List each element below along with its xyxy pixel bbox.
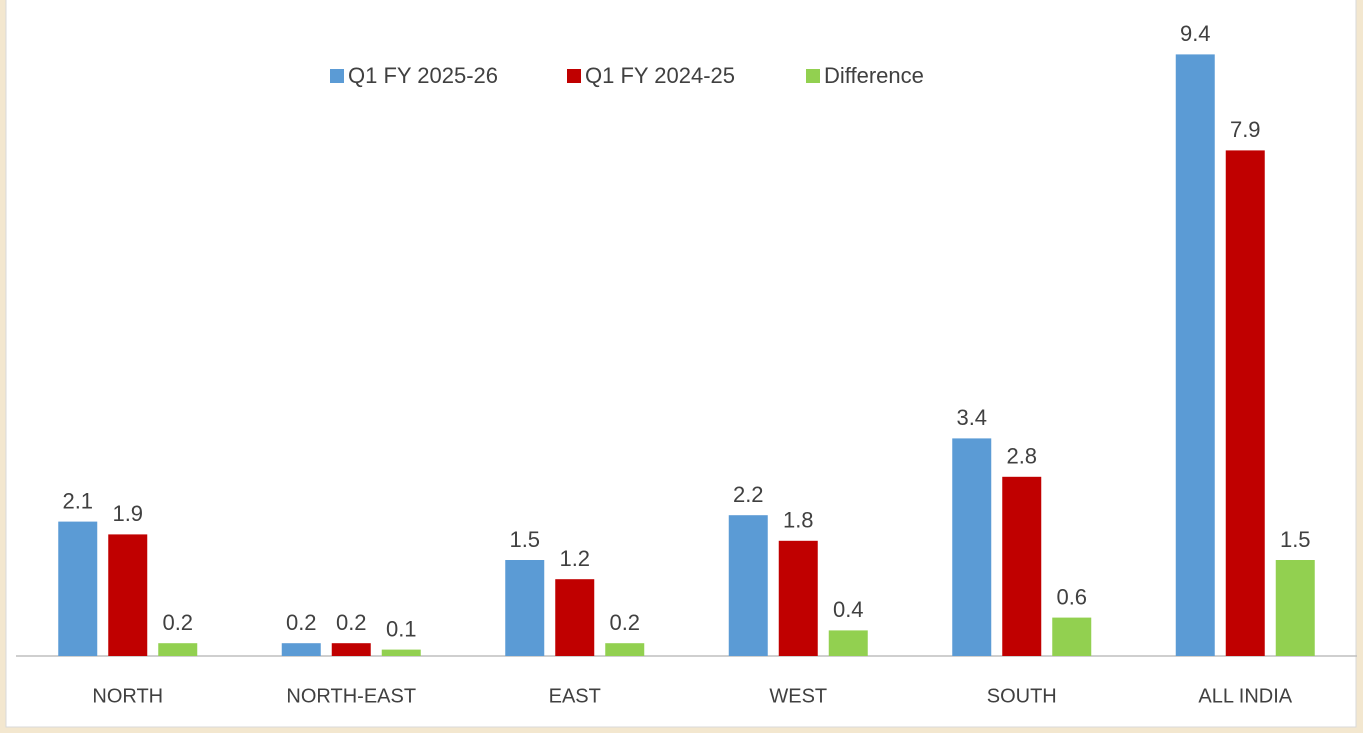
bar [108, 534, 148, 656]
legend-swatch [567, 69, 581, 83]
bar [158, 643, 198, 656]
data-label: 1.9 [112, 501, 143, 526]
bar [331, 643, 371, 656]
data-label: 7.9 [1230, 117, 1261, 142]
bar [381, 649, 421, 656]
x-tick-label: SOUTH [987, 685, 1057, 707]
data-label: 2.1 [62, 488, 93, 513]
bar [1002, 476, 1042, 656]
bar [58, 521, 98, 656]
x-tick-label: NORTH [92, 685, 163, 707]
x-tick-label: NORTH-EAST [286, 685, 416, 707]
data-label: 0.4 [833, 597, 864, 622]
data-label: 1.2 [559, 546, 590, 571]
legend-label: Q1 FY 2024-25 [585, 63, 735, 88]
bar [828, 630, 868, 656]
x-tick-label: EAST [549, 685, 601, 707]
bar [1275, 560, 1315, 656]
bar [1175, 54, 1215, 656]
bar [505, 560, 545, 656]
legend-label: Difference [824, 63, 924, 88]
data-label: 1.5 [1280, 527, 1311, 552]
bar [1052, 617, 1092, 656]
data-label: 0.2 [162, 610, 193, 635]
data-label: 1.5 [509, 527, 540, 552]
data-label: 0.2 [609, 610, 640, 635]
data-label: 2.8 [1006, 444, 1037, 469]
legend-swatch [806, 69, 820, 83]
legend-swatch [330, 69, 344, 83]
data-label: 3.4 [956, 405, 987, 430]
data-label: 0.1 [386, 616, 417, 641]
bar [728, 515, 768, 656]
bar [1225, 150, 1265, 656]
data-label: 0.6 [1056, 584, 1087, 609]
bar [281, 643, 321, 656]
bar [778, 540, 818, 656]
chart-panel [5, 0, 1357, 728]
data-label: 0.2 [336, 610, 367, 635]
data-label: 1.8 [783, 508, 814, 533]
bar [952, 438, 992, 656]
bar [555, 579, 595, 656]
bar [605, 643, 645, 656]
data-label: 2.2 [733, 482, 764, 507]
x-tick-label: WEST [769, 685, 827, 707]
x-tick-label: ALL INDIA [1198, 685, 1292, 707]
data-label: 9.4 [1180, 21, 1211, 46]
data-label: 0.2 [286, 610, 317, 635]
legend-label: Q1 FY 2025-26 [348, 63, 498, 88]
